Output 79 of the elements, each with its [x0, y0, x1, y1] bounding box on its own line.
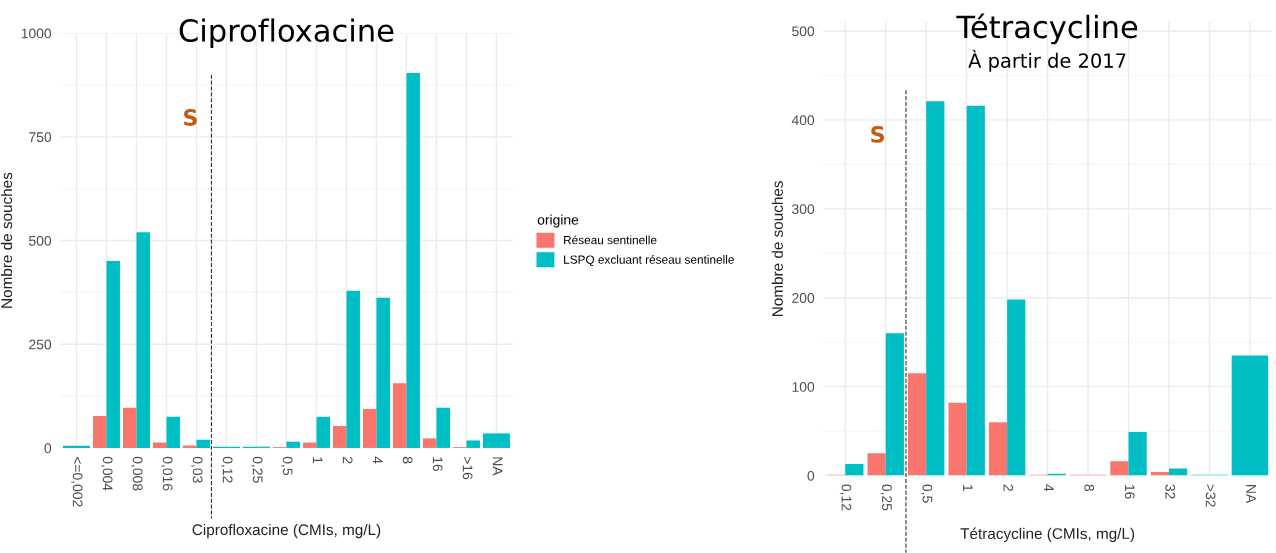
legend-label: Réseau sentinelle — [564, 235, 657, 245]
bar — [885, 333, 904, 476]
x-tick-label: 0,12 — [221, 456, 233, 483]
bar — [182, 445, 197, 448]
y-tick-label: 100 — [792, 382, 815, 392]
x-tick-label: 32 — [1165, 484, 1176, 499]
x-tick-label: 8 — [1084, 484, 1095, 492]
x-tick-label: 0,004 — [101, 456, 113, 491]
bar — [988, 422, 1008, 476]
y-tick-label: 750 — [29, 132, 52, 143]
bar — [166, 416, 180, 448]
y-tick-label: 0 — [44, 443, 52, 454]
bar — [1168, 468, 1188, 476]
bar — [406, 73, 420, 448]
bar — [1110, 461, 1129, 476]
x-axis-title: Ciprofloxacine (CMIs, mg/L) — [192, 523, 381, 539]
ref-line-label: S — [184, 109, 197, 126]
bar — [422, 438, 437, 448]
chart-title: Tétracycline — [956, 13, 1138, 45]
x-tick-label: 0,25 — [251, 456, 263, 483]
x-tick-label: 0,008 — [131, 456, 143, 491]
x-tick-label: >32 — [1205, 484, 1216, 507]
x-tick-label: 2 — [342, 456, 353, 464]
bar — [907, 373, 927, 476]
bar — [196, 439, 210, 448]
x-tick-label: >16 — [462, 456, 473, 480]
bar — [1007, 299, 1026, 476]
y-tick-label: 250 — [29, 339, 52, 350]
x-tick-label: <=0,002 — [71, 456, 83, 507]
y-tick-label: 500 — [792, 26, 815, 37]
x-tick-label: 0,03 — [191, 456, 203, 483]
bar — [966, 105, 985, 476]
y-tick-label: 400 — [791, 115, 815, 126]
x-tick-label: 0,5 — [281, 456, 293, 475]
bar — [106, 260, 120, 448]
legend-label: LSPQ excluant réseau sentinelle — [564, 254, 734, 266]
x-tick-label: 0,016 — [161, 456, 173, 491]
x-tick-label: 4 — [372, 456, 383, 464]
bar — [136, 232, 150, 448]
x-axis-title: Tétracycline (CMIs, mg/L) — [960, 527, 1135, 543]
x-tick-label: NA — [492, 457, 503, 476]
bar — [376, 297, 390, 448]
bar — [948, 402, 967, 476]
bar — [392, 383, 407, 448]
y-tick-label: 0 — [807, 470, 815, 481]
bar — [362, 408, 377, 448]
bar — [1128, 432, 1147, 476]
x-tick-label: 16 — [432, 457, 443, 472]
x-tick-label: NA — [1246, 485, 1256, 504]
x-tick-label: 16 — [1124, 484, 1135, 499]
text: À partir de 2017 — [968, 49, 1126, 72]
bar — [466, 440, 480, 448]
ref-line-label: S — [871, 126, 885, 143]
x-tick-label: 0,12 — [839, 484, 852, 511]
bar — [92, 415, 107, 448]
bar — [845, 464, 864, 476]
bar — [332, 425, 347, 448]
x-tick-label: 1 — [963, 484, 973, 491]
bar — [316, 416, 330, 448]
y-tick-label: 1000 — [21, 28, 52, 39]
bar — [286, 441, 300, 448]
bar — [436, 407, 450, 448]
y-axis-title: Nombre de souches — [0, 172, 13, 308]
y-tick-label: 500 — [29, 235, 52, 246]
x-tick-label: 0,5 — [920, 484, 933, 503]
legend-title: origine — [537, 214, 579, 228]
bar — [867, 453, 886, 476]
bar — [122, 407, 137, 448]
y-tick-label: 200 — [792, 293, 815, 303]
x-tick-label: 8 — [402, 456, 413, 464]
bar — [346, 290, 360, 448]
x-tick-label: 2 — [1003, 484, 1014, 491]
x-tick-label: 0,25 — [880, 484, 892, 511]
y-axis-title: Nombre de souches — [771, 181, 783, 316]
x-tick-label: 1 — [312, 457, 323, 464]
chart-title: Ciprofloxacine — [179, 18, 394, 48]
bar — [926, 101, 945, 476]
x-tick-label: 4 — [1044, 484, 1054, 492]
y-tick-label: 300 — [792, 204, 815, 215]
